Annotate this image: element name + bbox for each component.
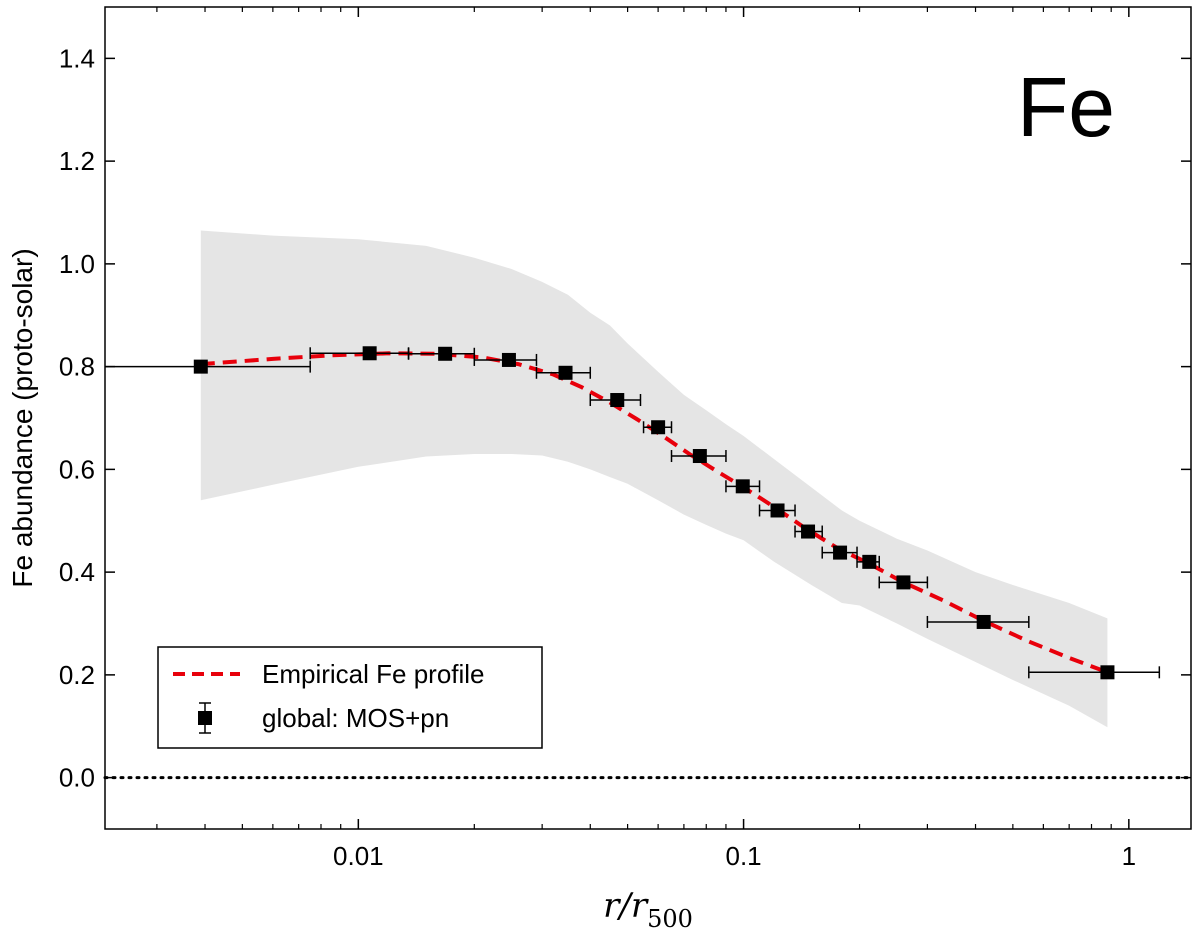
x-axis-label-main: r/r [603,886,649,926]
legend-label-global: global: MOS+pn [262,703,449,733]
data-marker [610,393,625,408]
data-point-4 [473,352,538,367]
data-point-16 [1028,665,1161,680]
y-tick-label: 0.4 [59,557,95,587]
data-point-3 [407,346,476,361]
x-axis-label: r/r500 [603,886,693,933]
data-point-10 [758,503,796,518]
empirical-profile-layer [200,351,1109,675]
data-marker [976,614,991,629]
x-tick-label: 0.1 [726,841,762,871]
data-point-12 [821,545,858,560]
data-marker [558,365,573,380]
panel-annotation: Fe [1017,60,1115,154]
data-point-1 [105,359,311,374]
data-marker [651,420,666,435]
legend-box [157,646,543,749]
legend: Empirical Fe profile global: MOS+pn [157,646,543,749]
data-marker [896,575,911,590]
y-tick-label: 1.4 [59,43,95,73]
y-tick-label: 0.0 [59,763,95,793]
x-tick-label: 1 [1122,841,1136,871]
data-point-13 [856,554,881,569]
axis-ticks [105,7,1191,829]
x-axis-label-subscript: 500 [647,905,693,933]
data-point-5 [535,365,592,380]
tick-labels: 0.0 0.2 0.4 0.6 0.8 1.0 1.2 1.4 0.01 0.1 1 [59,43,1136,871]
data-marker [193,359,208,374]
data-marker [801,524,816,539]
legend-label-empirical: Empirical Fe profile [262,659,485,689]
plot-frame [104,6,1192,830]
data-marker [362,346,377,361]
data-point-9 [725,479,761,494]
data-point-15 [926,614,1030,629]
legend-marker-swatch [198,702,212,734]
y-tick-label: 1.2 [59,146,95,176]
data-marker [1100,665,1115,680]
data-point-14 [878,575,929,590]
data-point-8 [670,449,727,464]
y-tick-label: 1.0 [59,249,95,279]
data-marker [735,479,750,494]
y-axis-label: Fe abundance (proto-solar) [7,248,38,587]
data-marker [501,352,516,367]
data-marker [770,503,785,518]
data-points-layer [105,346,1161,680]
data-marker [692,449,707,464]
plot-frame-rect [104,6,1192,830]
y-tick-label: 0.8 [59,352,95,382]
empirical-fe-profile-line [200,351,1109,675]
data-marker [862,554,877,569]
data-point-6 [589,393,642,408]
y-tick-label: 0.6 [59,454,95,484]
data-marker [438,346,453,361]
data-point-11 [794,524,823,539]
y-tick-label: 0.2 [59,660,95,690]
x-tick-label: 0.01 [333,841,384,871]
data-marker [833,545,848,560]
data-point-7 [642,420,673,435]
